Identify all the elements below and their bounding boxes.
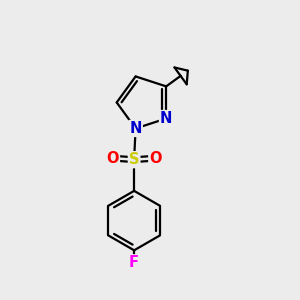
Text: N: N (129, 121, 142, 136)
Text: F: F (129, 255, 139, 270)
Text: O: O (149, 151, 162, 166)
Text: S: S (129, 152, 140, 167)
Text: O: O (106, 151, 119, 166)
Text: N: N (160, 111, 172, 126)
